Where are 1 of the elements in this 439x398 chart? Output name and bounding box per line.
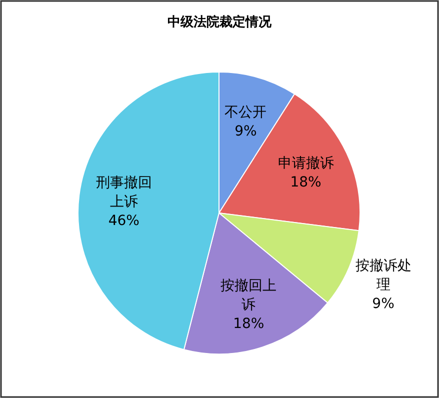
chart-title: 中级法院裁定情况 [168, 14, 272, 30]
